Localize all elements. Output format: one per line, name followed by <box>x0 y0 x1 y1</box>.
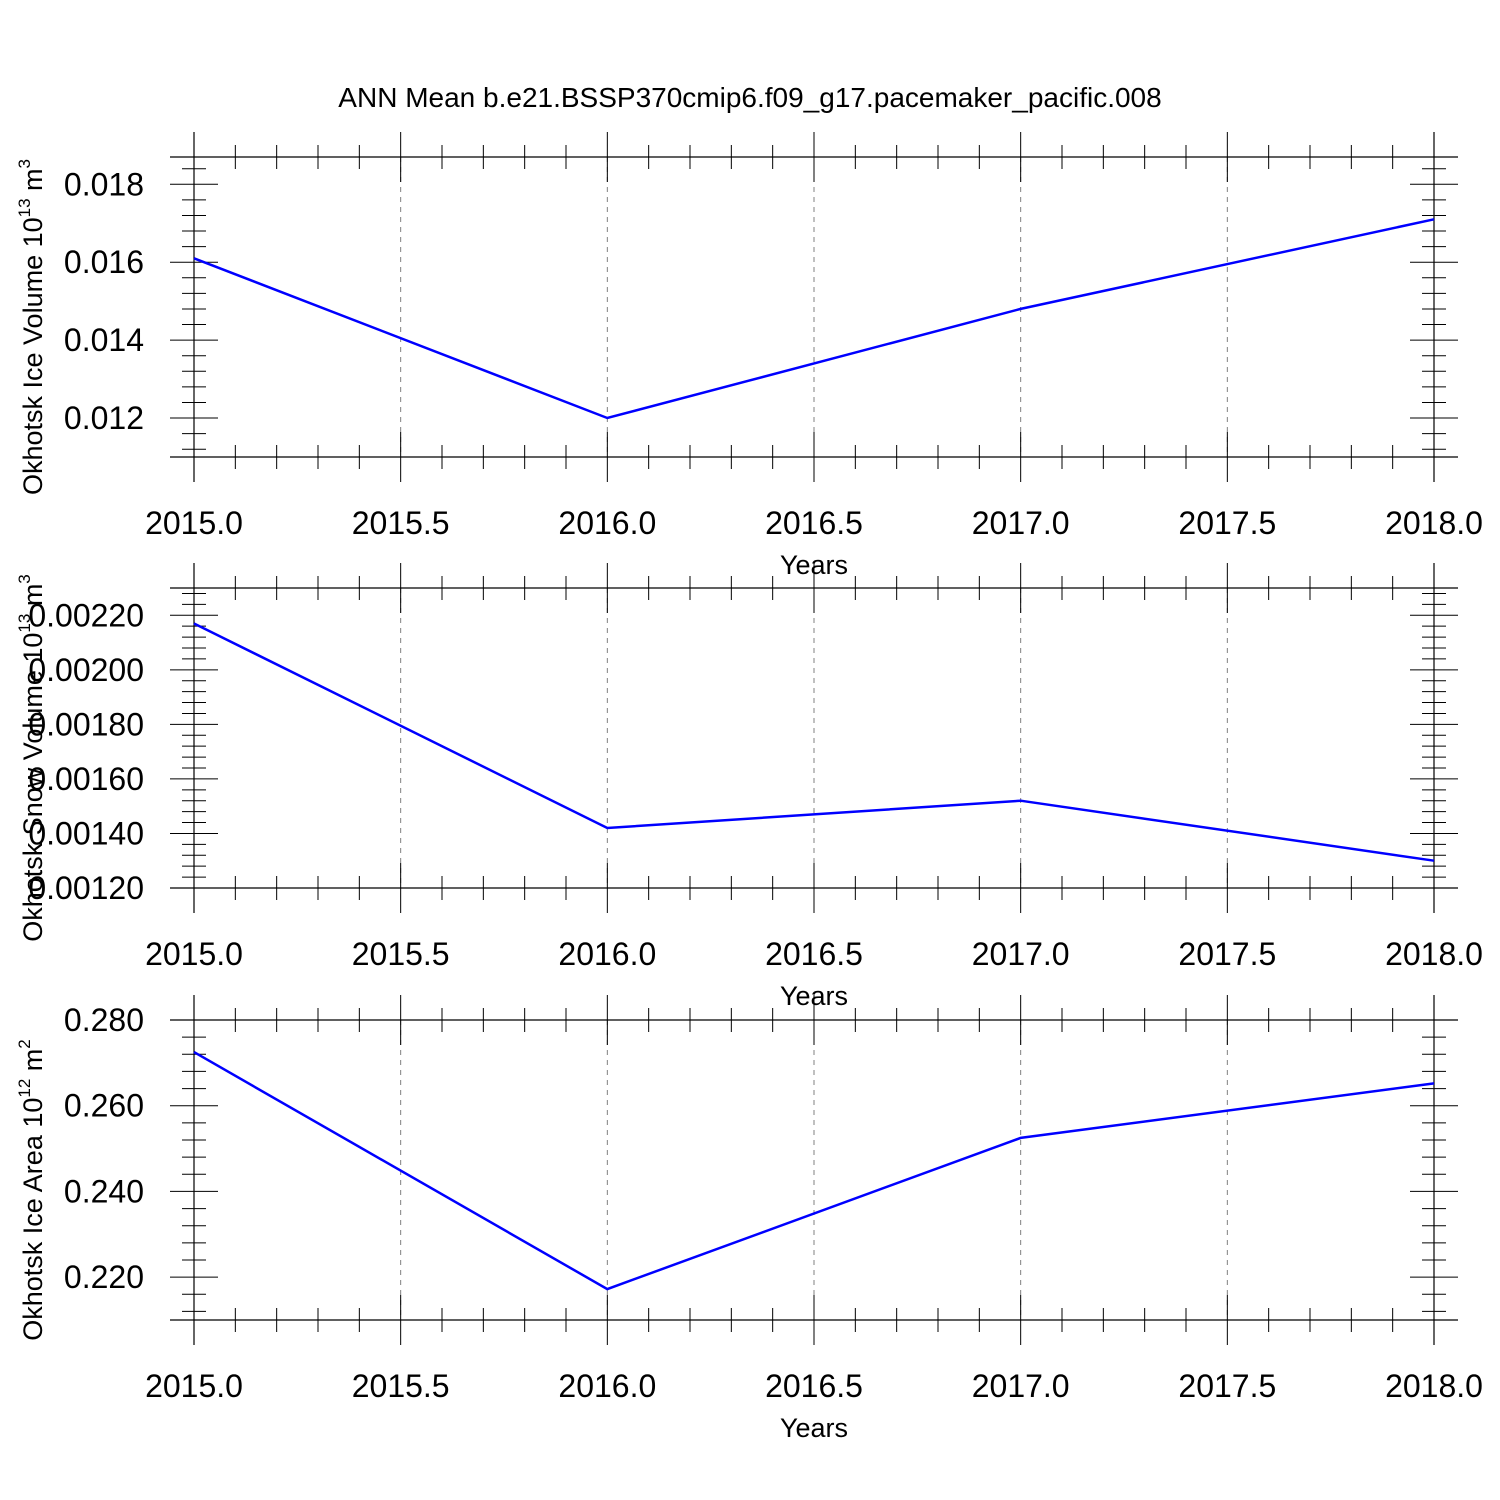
y-axis-label: Okhotsk Ice Area 1012 m2 <box>15 1039 48 1341</box>
x-tick-label: 2017.5 <box>1178 505 1276 541</box>
y-axis-label: Okhotsk Snow Volume 1013 m3 <box>15 574 48 942</box>
y-axis-label: Okhotsk Ice Volume 1013 m3 <box>15 159 48 495</box>
y-tick-label: 0.240 <box>64 1173 144 1209</box>
y-tick-label: 0.00180 <box>28 706 144 742</box>
y-axis-label-unit: m <box>18 168 48 198</box>
y-axis-label-unit: m <box>18 1049 48 1079</box>
y-tick-label: 0.260 <box>64 1088 144 1124</box>
x-tick-label: 2015.0 <box>145 505 243 541</box>
y-tick-label: 0.280 <box>64 1002 144 1038</box>
y-axis-label-text: Okhotsk Ice Area 10 <box>18 1098 48 1341</box>
chart-panel-2: 2015.0 2015.5 2016.0 2016.5 2017.0 2017.5 2018… <box>15 563 1483 1011</box>
x-tick-label: 2016.5 <box>765 1368 863 1404</box>
x-tick-label: 2015.5 <box>352 936 450 972</box>
y-tick-label: 0.00220 <box>28 597 144 633</box>
x-axis-label: Years <box>780 1413 848 1443</box>
y-axis-label-text: Okhotsk Ice Volume 10 <box>18 217 48 495</box>
y-tick-label: 0.00140 <box>28 815 144 851</box>
x-tick-label: 2017.5 <box>1178 936 1276 972</box>
y-axis-label-unit-exponent: 2 <box>15 1039 34 1048</box>
y-tick-label: 0.220 <box>64 1259 144 1295</box>
figure-title: ANN Mean b.e21.BSSP370cmip6.f09_g17.pace… <box>338 82 1161 113</box>
y-tick-label: 0.016 <box>64 244 144 280</box>
x-tick-label: 2017.5 <box>1178 1368 1276 1404</box>
y-tick-label: 0.012 <box>64 400 144 436</box>
y-tick-label: 0.00200 <box>28 652 144 688</box>
y-axis-label-text: Okhotsk Snow Volume 10 <box>18 633 48 942</box>
x-tick-label: 2016.5 <box>765 936 863 972</box>
x-tick-label: 2018.0 <box>1385 505 1483 541</box>
x-tick-label: 2016.0 <box>558 936 656 972</box>
x-tick-label: 2015.5 <box>352 505 450 541</box>
y-axis-label-unit: m <box>18 584 48 614</box>
chart-panels: 2015.0 2015.5 2016.0 2016.5 2017.0 2017.5 2018… <box>15 132 1483 1443</box>
x-tick-label: 2015.5 <box>352 1368 450 1404</box>
x-tick-label: 2017.0 <box>972 1368 1070 1404</box>
y-axis-label-exponent: 13 <box>15 198 34 217</box>
x-tick-label: 2015.0 <box>145 1368 243 1404</box>
x-tick-label: 2016.0 <box>558 1368 656 1404</box>
y-tick-label: 0.014 <box>64 322 144 358</box>
series-line <box>193 218 1435 420</box>
y-axis-label-unit-exponent: 3 <box>15 574 34 583</box>
y-tick-label: 0.00160 <box>28 761 144 797</box>
y-axis-label-exponent: 13 <box>15 614 34 633</box>
series-line <box>193 1051 1435 1291</box>
x-tick-label: 2015.0 <box>145 936 243 972</box>
series-line <box>193 622 1435 862</box>
chart-panel-1: 2015.0 2015.5 2016.0 2016.5 2017.0 2017.5 2018… <box>15 132 1483 580</box>
x-tick-label: 2017.0 <box>972 936 1070 972</box>
x-tick-label: 2017.0 <box>972 505 1070 541</box>
x-tick-label: 2018.0 <box>1385 1368 1483 1404</box>
y-axis-label-exponent: 12 <box>15 1079 34 1098</box>
y-axis-label-unit-exponent: 3 <box>15 159 34 168</box>
chart-panel-3: 2015.0 2015.5 2016.0 2016.5 2017.0 2017.5 2018… <box>15 995 1483 1443</box>
x-tick-label: 2016.0 <box>558 505 656 541</box>
x-tick-label: 2018.0 <box>1385 936 1483 972</box>
y-tick-label: 0.018 <box>64 166 144 202</box>
y-tick-label: 0.00120 <box>28 870 144 906</box>
x-tick-label: 2016.5 <box>765 505 863 541</box>
